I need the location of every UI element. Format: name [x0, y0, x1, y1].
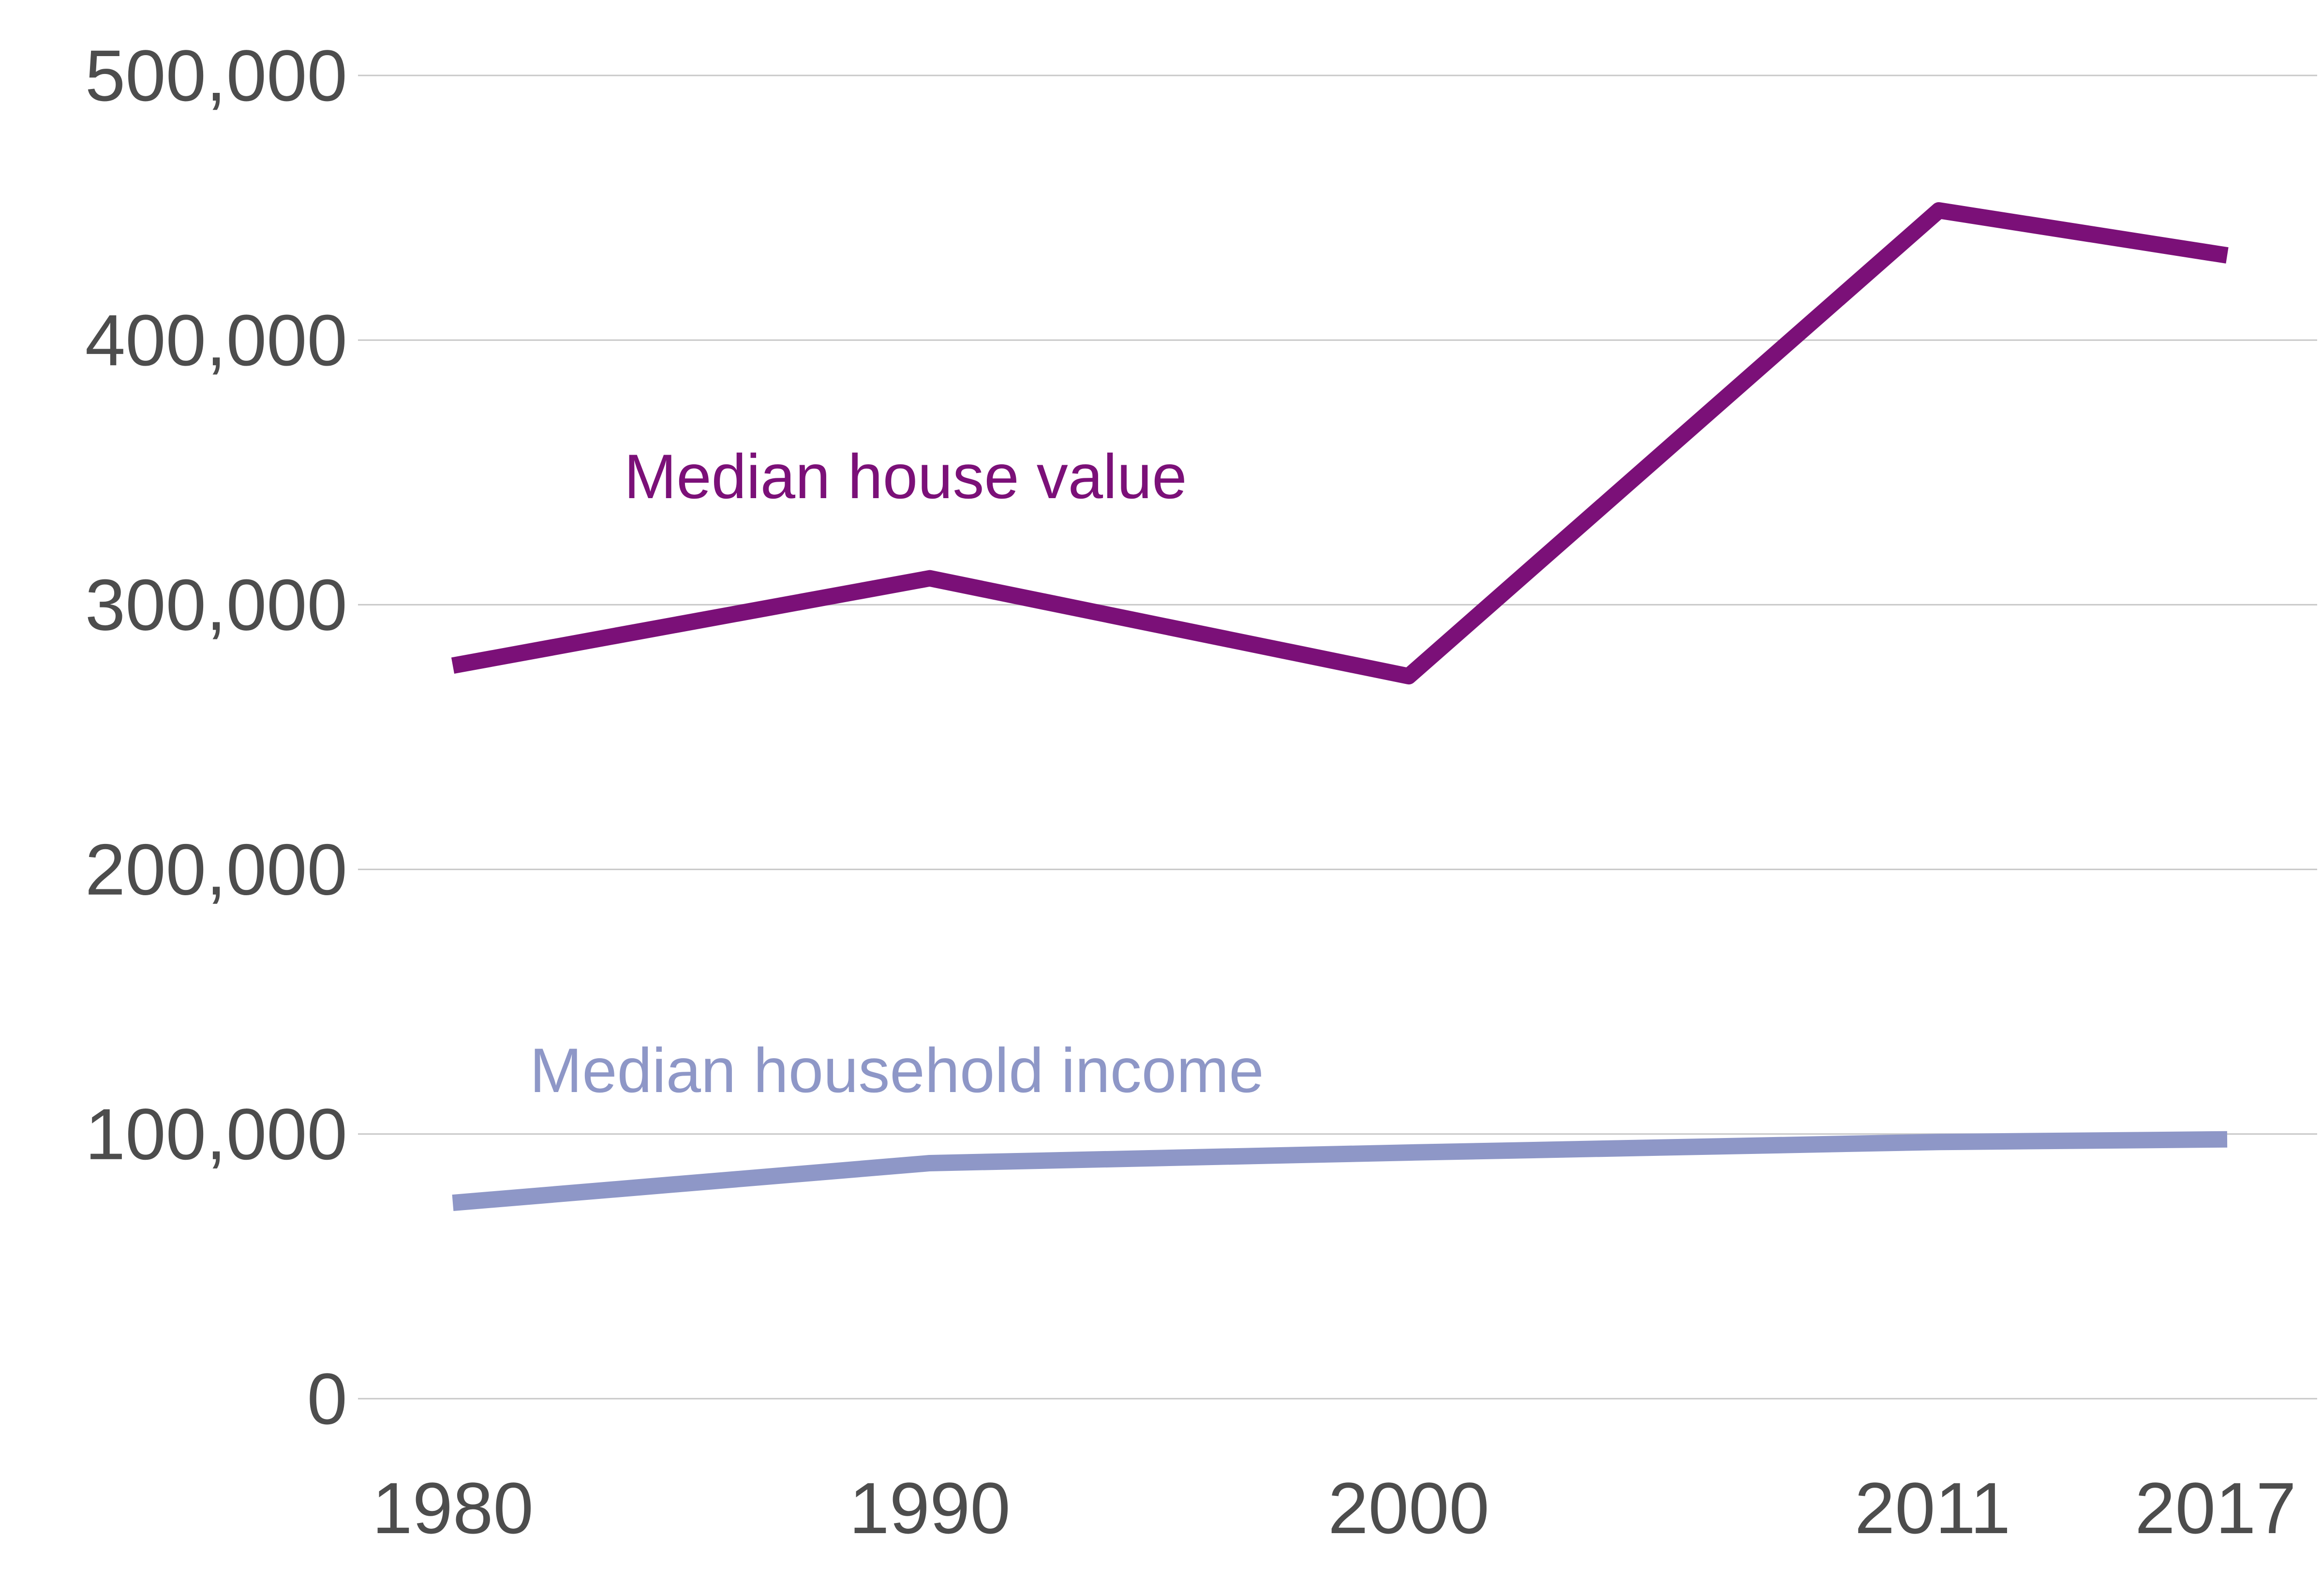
gridlines: [358, 74, 2317, 1400]
x-tick-label: 2011: [1855, 1467, 2011, 1549]
series-labels: Median house value Median household incom…: [530, 441, 1264, 1106]
x-axis: 1980 1990 2000 2011 2017: [372, 1467, 2296, 1549]
y-tick-label: 400,000: [85, 299, 347, 381]
x-tick-label: 1980: [372, 1467, 534, 1549]
series-line: [452, 1131, 2228, 1212]
x-tick-label: 2000: [1328, 1467, 1489, 1549]
y-axis: 0 100,000 200,000 300,000 400,000 500,000: [85, 35, 347, 1439]
x-tick-label: 1990: [849, 1467, 1011, 1549]
x-tick-label: 2017: [2135, 1467, 2296, 1549]
series-label: Median house value: [624, 441, 1187, 512]
series-label: Median household income: [530, 1035, 1264, 1106]
y-tick-label: 200,000: [85, 829, 347, 910]
y-tick-label: 300,000: [85, 564, 347, 645]
y-tick-label: 500,000: [85, 35, 347, 116]
series: [451, 202, 2229, 1212]
y-tick-label: 100,000: [85, 1094, 347, 1175]
y-tick-label: 0: [307, 1358, 347, 1439]
series-line: [451, 202, 2229, 685]
